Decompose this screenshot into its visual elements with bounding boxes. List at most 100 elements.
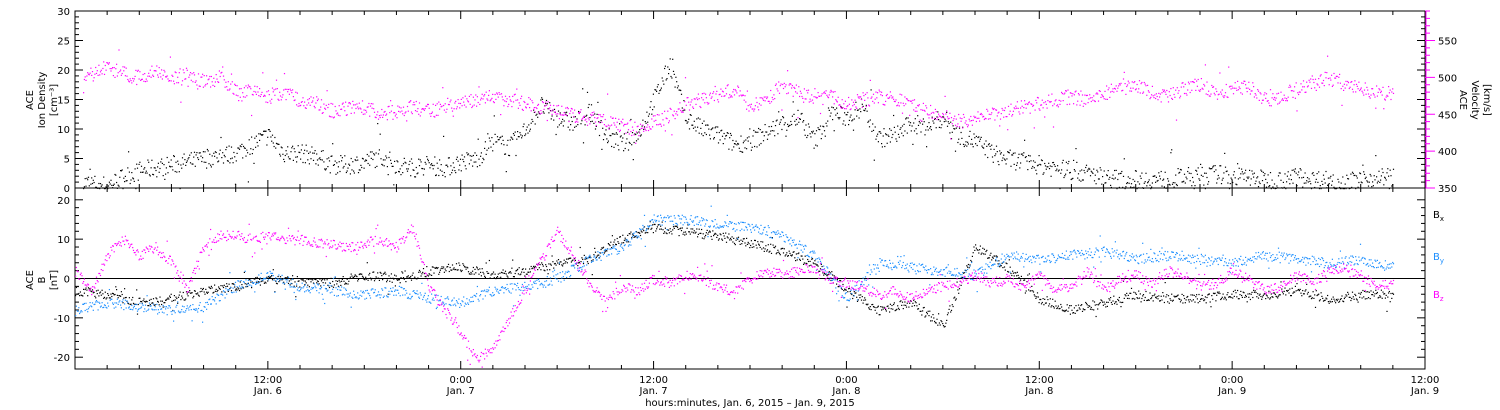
density-series-point xyxy=(1074,170,1076,172)
velocity-series-point xyxy=(697,99,699,101)
density-series-point xyxy=(413,169,415,171)
bx-series-point xyxy=(750,244,752,247)
density-series-point xyxy=(169,165,171,167)
bx-series-point xyxy=(1114,303,1116,305)
density-series-point xyxy=(704,132,706,134)
density-series-point xyxy=(138,163,140,165)
velocity-series-point xyxy=(102,67,104,70)
velocity-series-point xyxy=(855,106,857,108)
bx-series-point xyxy=(665,232,667,234)
density-series-point xyxy=(460,170,462,172)
velocity-series-point xyxy=(699,105,701,108)
velocity-series-point xyxy=(417,108,419,110)
bx-series-point xyxy=(692,228,694,230)
velocity-series-point xyxy=(1177,92,1179,94)
velocity-series-point xyxy=(1204,64,1206,66)
bx-series-point xyxy=(487,272,489,274)
density-series-point xyxy=(482,157,484,159)
density-series-point xyxy=(760,142,762,145)
bx-series-point xyxy=(1138,297,1141,299)
velocity-series-point xyxy=(1370,94,1372,96)
velocity-series-point xyxy=(795,84,797,86)
bx-series-point xyxy=(1147,299,1149,301)
velocity-series-point xyxy=(255,93,257,95)
bx-series-point xyxy=(638,231,640,234)
velocity-series-point xyxy=(1072,93,1074,95)
density-series-point xyxy=(528,124,530,126)
density-series-point xyxy=(247,152,249,154)
velocity-series-point xyxy=(1392,92,1395,94)
density-series-point xyxy=(545,99,548,102)
density-series-point xyxy=(553,119,555,121)
density-series-point xyxy=(935,127,937,129)
density-series-point xyxy=(846,114,848,116)
density-series-point xyxy=(646,111,648,113)
velocity-series-point xyxy=(1149,98,1151,100)
bx-series-point xyxy=(407,275,409,277)
density-series-point xyxy=(1130,186,1132,188)
density-series-point xyxy=(801,112,803,115)
bx-series-point xyxy=(781,247,783,250)
velocity-series-point xyxy=(1334,77,1336,79)
density-series-point xyxy=(270,136,272,138)
velocity-series-point xyxy=(961,118,963,120)
density-series-point xyxy=(1054,165,1056,167)
velocity-series-point xyxy=(607,124,609,126)
density-series-point xyxy=(922,123,924,125)
bx-series-point xyxy=(848,288,850,290)
bx-series-point xyxy=(341,278,343,280)
velocity-series-point xyxy=(654,115,656,117)
velocity-series-point xyxy=(1296,110,1298,112)
density-series-point xyxy=(505,171,507,173)
bx-series-point xyxy=(471,273,473,275)
density-series-point xyxy=(207,150,209,152)
bx-series-point xyxy=(344,283,346,285)
velocity-series-point xyxy=(901,94,903,96)
bx-series-point xyxy=(1081,304,1083,306)
bx-series-point xyxy=(755,244,757,246)
velocity-series-point xyxy=(512,95,514,97)
density-series-point xyxy=(1324,182,1326,184)
velocity-series-point xyxy=(899,93,901,95)
bx-series-point xyxy=(815,264,818,266)
bx-series-point xyxy=(1045,302,1047,304)
velocity-series-point xyxy=(1043,102,1045,104)
bx-series-point xyxy=(944,325,946,328)
velocity-series-point xyxy=(674,118,676,120)
velocity-series-point xyxy=(676,114,679,116)
density-series-point xyxy=(179,188,181,190)
bx-series-point xyxy=(300,278,302,280)
density-series-point xyxy=(1093,168,1095,170)
bx-series-point xyxy=(771,237,773,239)
density-series-point xyxy=(590,104,593,106)
bx-series-point xyxy=(967,263,969,266)
bx-series-point xyxy=(138,297,140,299)
density-series-point xyxy=(678,89,680,91)
velocity-series-point xyxy=(840,106,842,108)
velocity-series-point xyxy=(951,123,953,125)
bx-series-point xyxy=(623,242,625,244)
density-series-point xyxy=(1261,180,1264,182)
bx-series-point xyxy=(1121,301,1123,304)
velocity-series-point xyxy=(761,97,763,99)
velocity-series-point xyxy=(155,70,157,72)
density-series-point xyxy=(973,133,975,135)
bx-series-point xyxy=(310,281,312,283)
velocity-series-point xyxy=(292,89,294,91)
density-series-point xyxy=(1167,180,1170,182)
density-series-point xyxy=(1017,157,1019,159)
velocity-series-point xyxy=(296,104,298,106)
velocity-series-point xyxy=(807,89,810,91)
density-series-point xyxy=(873,159,875,161)
density-series-point xyxy=(741,151,743,153)
velocity-series-point xyxy=(87,73,90,75)
bx-series-point xyxy=(1046,296,1048,298)
velocity-series-point xyxy=(756,101,758,104)
velocity-series-point xyxy=(753,110,755,112)
density-series-point xyxy=(135,188,137,190)
density-series-point xyxy=(234,156,236,158)
density-series-point xyxy=(1292,182,1294,184)
density-series-point xyxy=(1163,178,1165,180)
density-series-point xyxy=(486,149,488,151)
